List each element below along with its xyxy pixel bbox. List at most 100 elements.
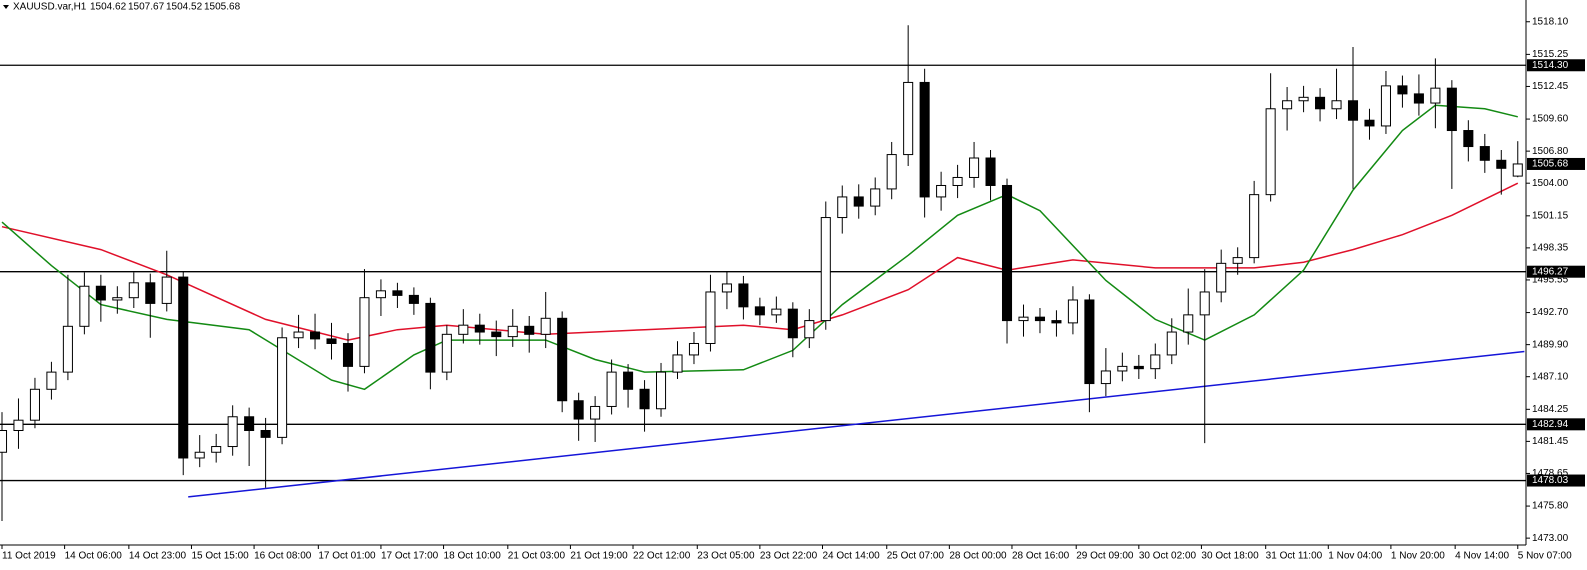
candle-body — [853, 196, 864, 207]
candle-body — [1315, 96, 1326, 110]
candle-body — [408, 294, 419, 304]
y-tick-label: 1515.25 — [1532, 49, 1569, 60]
x-tick-label: 1 Nov 20:00 — [1391, 551, 1445, 562]
title-ohlc: 1504.62 — [90, 2, 127, 13]
candle-body — [310, 331, 321, 340]
x-tick-label: 28 Oct 00:00 — [949, 551, 1007, 562]
candle-body — [1183, 314, 1194, 333]
candle-body — [738, 283, 749, 308]
candle-body — [425, 302, 436, 373]
candle-body — [787, 308, 798, 339]
title-ohlc: 1504.52 — [166, 2, 203, 13]
x-tick-label: 18 Oct 10:00 — [444, 551, 502, 562]
candle-body — [1199, 291, 1210, 316]
x-tick-label: 5 Nov 07:00 — [1518, 551, 1572, 562]
candle-body — [1249, 194, 1260, 259]
candle-body — [721, 283, 732, 293]
candle-body — [1034, 316, 1045, 322]
x-tick-label: 23 Oct 22:00 — [760, 551, 818, 562]
x-tick-label: 23 Oct 05:00 — [697, 551, 755, 562]
candle-body — [1216, 262, 1227, 293]
x-tick-label: 4 Nov 14:00 — [1455, 551, 1509, 562]
candle-body — [870, 188, 881, 207]
candle-body — [1446, 87, 1457, 132]
x-tick-label: 30 Oct 02:00 — [1139, 551, 1197, 562]
candle-body — [771, 308, 782, 316]
candle-body — [1232, 257, 1243, 264]
y-tick-label: 1495.55 — [1532, 275, 1569, 286]
candle-body — [1051, 320, 1062, 324]
candle-body — [211, 446, 222, 453]
candle-body — [441, 333, 452, 373]
line — [1, 182, 1519, 341]
candle-body — [1347, 100, 1359, 121]
candle-body — [1067, 299, 1078, 324]
candle-body — [1380, 85, 1391, 127]
x-tick-label: 22 Oct 12:00 — [633, 551, 691, 562]
candle-body — [1282, 100, 1293, 110]
x-tick-label: 31 Oct 11:00 — [1266, 551, 1323, 562]
line — [1, 104, 1518, 391]
chart-title: XAUUSD.var,H1 — [13, 2, 87, 13]
x-tick-label: 29 Oct 09:00 — [1076, 551, 1134, 562]
candle-body — [688, 342, 700, 356]
candle-body — [474, 324, 485, 333]
y-tick-label: 1506.80 — [1532, 146, 1569, 157]
level-label-bg — [1527, 265, 1585, 278]
y-tick-label: 1473.00 — [1532, 533, 1569, 544]
candle-body — [919, 81, 930, 198]
candle-body — [1463, 130, 1474, 148]
candle-body — [178, 276, 189, 459]
x-tick-label: 21 Oct 03:00 — [508, 551, 566, 562]
candle-body — [1331, 100, 1342, 110]
candle-body — [557, 317, 568, 402]
x-tick-label: 14 Oct 23:00 — [129, 551, 187, 562]
x-tick-label: 16 Oct 08:00 — [254, 551, 312, 562]
candle-body — [112, 297, 123, 301]
y-tick-label: 1481.45 — [1532, 436, 1569, 447]
candle-body — [639, 388, 650, 410]
y-tick-label: 1475.80 — [1532, 501, 1569, 512]
candle-body — [655, 371, 667, 410]
title-ohlc: 1507.67 — [128, 2, 165, 13]
candle-body — [672, 354, 683, 373]
level-label: 1496.27 — [1532, 266, 1569, 277]
x-tick-label: 25 Oct 07:00 — [887, 551, 945, 562]
candle-body — [936, 184, 947, 198]
y-tick-label: 1501.15 — [1532, 210, 1569, 221]
candle-body — [903, 81, 914, 156]
level-label-bg — [1527, 474, 1585, 487]
candle-body — [705, 291, 716, 344]
candle-body — [573, 400, 584, 420]
candle-body — [326, 338, 337, 344]
candle-body — [95, 285, 106, 301]
level-label: 1478.03 — [1532, 475, 1569, 486]
candle-body — [985, 157, 996, 186]
level-label: 1482.94 — [1532, 419, 1569, 430]
candle-body — [1117, 365, 1128, 372]
candle-body — [0, 430, 8, 453]
candle-body — [1018, 316, 1029, 322]
candle-body — [886, 154, 897, 190]
level-label-bg — [1527, 418, 1585, 431]
candle-body — [128, 282, 139, 299]
candle-body — [1430, 87, 1441, 104]
candle-body — [1133, 365, 1144, 370]
candle-body — [1265, 108, 1276, 196]
menu-arrow[interactable] — [3, 5, 9, 9]
x-tick-label: 17 Oct 01:00 — [318, 551, 376, 562]
candle-body — [1397, 85, 1408, 95]
candle-body — [375, 290, 386, 299]
candle-body — [1166, 331, 1177, 356]
candle-body — [161, 276, 172, 304]
y-tick-label: 1512.45 — [1532, 81, 1569, 92]
candle-body — [1479, 146, 1490, 161]
x-tick-label: 21 Oct 19:00 — [570, 551, 628, 562]
candle-body — [392, 290, 403, 296]
candle-body — [820, 217, 831, 322]
candle-body — [1364, 119, 1375, 127]
candle-body — [1100, 370, 1111, 385]
